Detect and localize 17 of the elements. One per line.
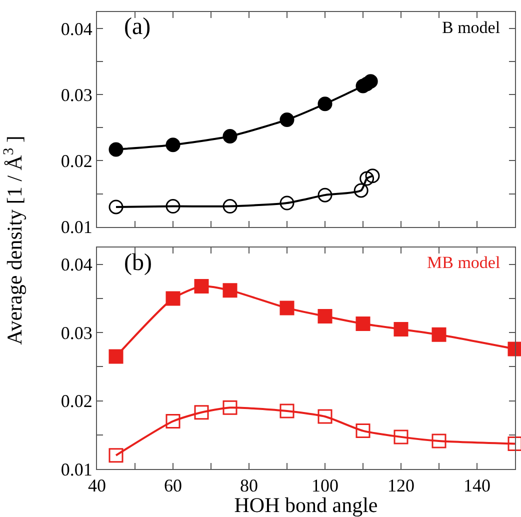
x-tick-label: 120: [388, 476, 414, 496]
x-tick-label: 60: [164, 476, 182, 496]
y-tick-label: 0.01: [60, 217, 92, 238]
x-tick-label: 80: [240, 476, 258, 496]
y-tick-label: 0.03: [60, 322, 92, 343]
x-tick-label: 100: [312, 476, 338, 496]
y-tick-label: 0.02: [60, 391, 92, 412]
annotation: B model: [442, 18, 500, 37]
y-tick-label: 0.04: [60, 254, 92, 275]
y-tick-label: 0.04: [60, 18, 92, 39]
x-tick-label: 140: [464, 476, 490, 496]
annotation: (b): [124, 250, 152, 276]
y-tick-label: 0.02: [60, 151, 92, 171]
annotation: MB model: [427, 253, 500, 272]
x-axis-title: HOH bond angle: [234, 493, 378, 517]
annotation: (a): [124, 14, 151, 40]
y-tick-label: 0.03: [60, 84, 92, 105]
